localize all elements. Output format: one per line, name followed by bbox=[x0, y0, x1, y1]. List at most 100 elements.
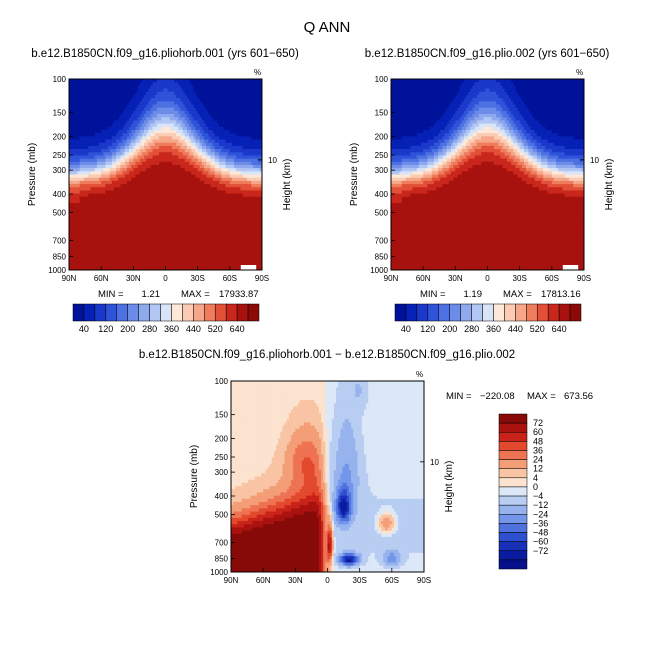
field-cell bbox=[167, 158, 171, 163]
field-cell bbox=[221, 136, 224, 140]
field-cell bbox=[229, 190, 233, 194]
field-cell bbox=[116, 174, 119, 179]
field-cell bbox=[159, 91, 162, 96]
field-cell bbox=[204, 180, 207, 185]
field-cell bbox=[159, 94, 162, 99]
field-cell bbox=[204, 234, 207, 239]
field-cell bbox=[107, 199, 111, 204]
field-cell bbox=[131, 82, 134, 86]
field-cell bbox=[79, 244, 83, 249]
field-cell bbox=[161, 174, 164, 179]
field-cell bbox=[204, 168, 207, 172]
field-cell bbox=[79, 91, 83, 96]
field-cell bbox=[223, 123, 226, 128]
field-cell bbox=[96, 158, 100, 163]
field-cell bbox=[208, 238, 211, 242]
field-cell bbox=[195, 98, 199, 102]
field-cell bbox=[236, 174, 239, 179]
field-cell bbox=[204, 184, 207, 188]
field-cell bbox=[135, 199, 139, 204]
field-cell bbox=[90, 190, 93, 194]
field-cell bbox=[86, 190, 89, 194]
field-cell bbox=[244, 222, 248, 226]
field-cell bbox=[116, 203, 119, 207]
field-cell bbox=[199, 114, 203, 118]
field-cell bbox=[189, 114, 192, 118]
field-cell bbox=[223, 222, 226, 226]
field-cell bbox=[94, 98, 98, 102]
field-cell bbox=[69, 247, 72, 252]
field-cell bbox=[199, 94, 203, 99]
field-cell bbox=[71, 254, 74, 258]
field-cell bbox=[197, 120, 201, 124]
field-cell bbox=[126, 212, 130, 217]
field-cell bbox=[206, 238, 209, 242]
field-cell bbox=[242, 120, 246, 124]
field-cell bbox=[101, 104, 104, 109]
field-cell bbox=[191, 104, 194, 109]
field-cell bbox=[156, 196, 160, 201]
field-cell bbox=[191, 149, 194, 153]
field-cell bbox=[219, 82, 222, 86]
field-cell bbox=[174, 180, 177, 185]
field-cell bbox=[116, 142, 119, 147]
field-cell bbox=[133, 155, 136, 159]
field-cell bbox=[171, 101, 175, 105]
field-cell bbox=[124, 120, 128, 124]
field-cell bbox=[238, 152, 241, 156]
field-cell bbox=[99, 114, 102, 118]
field-cell bbox=[94, 149, 98, 153]
field-cell bbox=[178, 193, 181, 198]
field-cell bbox=[242, 158, 246, 163]
field-cell bbox=[208, 164, 211, 169]
field-cell bbox=[122, 114, 126, 118]
field-cell bbox=[214, 123, 218, 128]
field-cell bbox=[234, 149, 237, 153]
field-cell bbox=[103, 187, 106, 191]
field-cell bbox=[118, 164, 121, 169]
field-cell bbox=[86, 234, 89, 239]
field-cell bbox=[69, 101, 72, 105]
field-cell bbox=[133, 193, 136, 198]
field-cell bbox=[229, 149, 233, 153]
field-cell bbox=[101, 257, 104, 261]
field-cell bbox=[152, 123, 156, 128]
field-cell bbox=[242, 88, 246, 93]
field-cell bbox=[69, 228, 72, 233]
field-cell bbox=[191, 180, 194, 185]
field-cell bbox=[141, 203, 145, 207]
field-cell bbox=[186, 142, 190, 147]
field-cell bbox=[88, 263, 91, 268]
field-cell bbox=[90, 238, 93, 242]
field-cell bbox=[219, 114, 222, 118]
field-cell bbox=[191, 234, 194, 239]
field-cell bbox=[144, 114, 147, 118]
field-cell bbox=[161, 171, 164, 175]
field-cell bbox=[77, 79, 81, 83]
field-cell bbox=[208, 171, 211, 175]
field-cell bbox=[154, 145, 158, 150]
field-cell bbox=[94, 247, 98, 252]
field-cell bbox=[165, 222, 169, 226]
field-cell bbox=[118, 212, 121, 217]
field-cell bbox=[240, 101, 244, 105]
field-cell bbox=[122, 152, 126, 156]
field-cell bbox=[75, 168, 78, 172]
field-cell bbox=[75, 199, 78, 204]
field-cell bbox=[88, 158, 91, 163]
field-cell bbox=[146, 234, 149, 239]
field-cell bbox=[234, 123, 237, 128]
field-cell bbox=[90, 107, 93, 112]
field-cell bbox=[229, 91, 233, 96]
field-cell bbox=[199, 158, 203, 163]
field-cell bbox=[154, 129, 158, 134]
field-cell bbox=[101, 82, 104, 86]
field-cell bbox=[165, 104, 169, 109]
field-cell bbox=[189, 88, 192, 93]
field-cell bbox=[223, 260, 226, 265]
field-cell bbox=[107, 133, 111, 137]
field-cell bbox=[163, 260, 166, 265]
field-cell bbox=[77, 247, 81, 252]
field-cell bbox=[139, 88, 143, 93]
field-cell bbox=[231, 123, 235, 128]
